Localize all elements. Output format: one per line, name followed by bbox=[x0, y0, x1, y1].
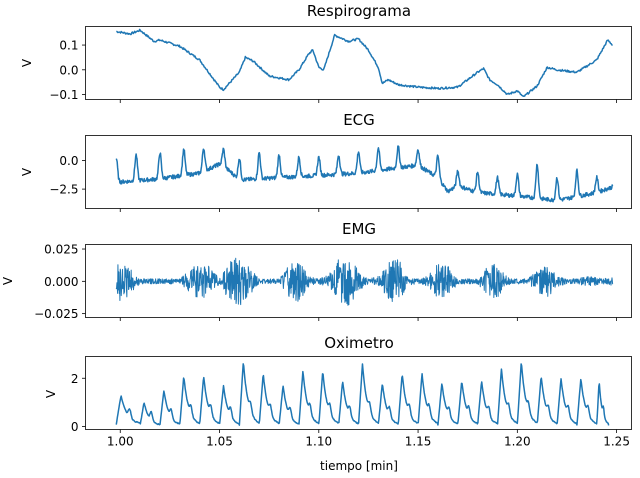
respirograma-x-ticks bbox=[119, 99, 618, 103]
respirograma-panel: Respirograma V 0.1 0.0 −0.1 bbox=[20, 2, 632, 103]
oximetro-y-ticks: 20 bbox=[71, 372, 86, 434]
y-tick-label: 2 bbox=[71, 372, 79, 386]
oximetro-series-line bbox=[115, 363, 610, 426]
x-tick-label: 1.10 bbox=[305, 435, 332, 449]
x-axis-label: tiempo [min] bbox=[320, 459, 398, 473]
ecg-x-ticks bbox=[119, 208, 618, 212]
y-tick-label: 0.000 bbox=[44, 275, 78, 289]
y-tick-label: 0.025 bbox=[44, 243, 78, 257]
respirograma-axes-frame bbox=[85, 26, 632, 100]
ecg-series-line bbox=[115, 145, 614, 203]
oximetro-panel: Oximetro V 20 1.00 1.05 1.10 1.15 1.20 1.25 bbox=[44, 334, 632, 449]
emg-x-ticks bbox=[119, 317, 618, 321]
respirograma-ylabel: V bbox=[20, 58, 34, 67]
respirograma-title: Respirograma bbox=[307, 2, 411, 20]
emg-ylabel: V bbox=[1, 276, 15, 285]
y-tick-label: 0.0 bbox=[59, 63, 78, 77]
ecg-ylabel: V bbox=[20, 167, 34, 176]
y-tick-label: −0.025 bbox=[34, 307, 78, 321]
oximetro-ylabel: V bbox=[44, 389, 58, 398]
emg-panel: EMG V 0.025 0.000 −0.025 bbox=[1, 220, 632, 321]
oximetro-x-ticks: 1.00 1.05 1.10 1.15 1.20 1.25 bbox=[107, 429, 630, 449]
oximetro-title: Oximetro bbox=[324, 334, 394, 352]
y-tick-label: 0.1 bbox=[59, 39, 78, 53]
emg-y-ticks: 0.025 0.000 −0.025 bbox=[34, 243, 86, 321]
x-tick-label: 1.05 bbox=[206, 435, 233, 449]
emg-title: EMG bbox=[342, 220, 376, 238]
ecg-title: ECG bbox=[343, 111, 375, 129]
x-tick-label: 1.20 bbox=[504, 435, 531, 449]
oximetro-axes-frame bbox=[85, 356, 632, 430]
x-tick-label: 1.25 bbox=[603, 435, 630, 449]
y-tick-label: −0.1 bbox=[49, 88, 78, 102]
y-tick-label: 0.0 bbox=[59, 154, 78, 168]
x-tick-label: 1.00 bbox=[107, 435, 134, 449]
ecg-axes-frame bbox=[85, 135, 632, 209]
ecg-y-ticks: 0.0 −2.5 bbox=[49, 154, 86, 197]
respirograma-y-ticks: 0.1 0.0 −0.1 bbox=[49, 39, 86, 102]
y-tick-label: 0 bbox=[71, 420, 79, 434]
x-tick-label: 1.15 bbox=[405, 435, 432, 449]
y-tick-label: −2.5 bbox=[49, 183, 78, 197]
respirograma-series-line bbox=[116, 28, 613, 97]
ecg-panel: ECG V 0.0 −2.5 bbox=[20, 111, 632, 212]
emg-series-line bbox=[115, 257, 614, 306]
